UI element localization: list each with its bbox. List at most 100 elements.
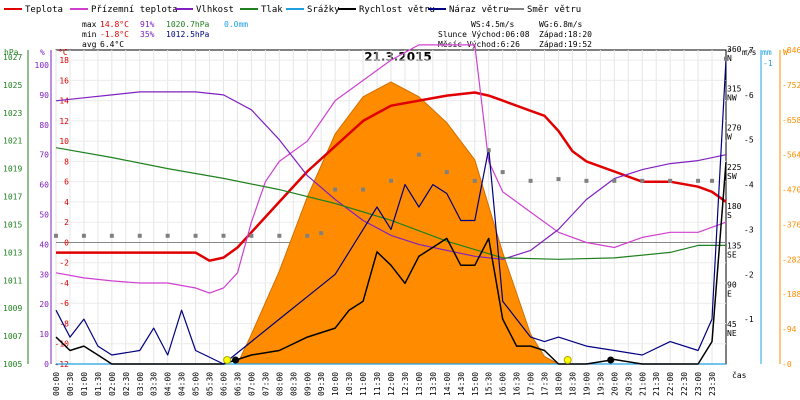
x-tick-label: 01:00 bbox=[80, 372, 89, 396]
series-smer-vetru-point bbox=[696, 178, 701, 183]
w-tick-label: -846 bbox=[782, 46, 800, 55]
x-tick-label: 20:00 bbox=[610, 372, 619, 396]
series-smer-vetru-point bbox=[361, 187, 366, 192]
x-tick-label: 05:00 bbox=[192, 372, 201, 396]
celsius-tick-label: 2 bbox=[64, 218, 69, 227]
series-smer-vetru-point bbox=[193, 233, 198, 238]
wind-block: WS:4.5m/s WG:6.8m/s Slunce Východ:06:08 … bbox=[438, 20, 592, 49]
direction-compass-label: SW bbox=[727, 172, 737, 181]
celsius-tick-label: -6 bbox=[59, 299, 69, 308]
legend-item-prizemni: Přízemní teplota bbox=[70, 5, 178, 15]
svg-text:Vlhkost: Vlhkost bbox=[196, 5, 234, 15]
series-smer-vetru-point bbox=[109, 233, 114, 238]
celsius-tick-label: -2 bbox=[59, 259, 69, 268]
ms-tick-label: -4 bbox=[744, 181, 754, 190]
series-smer-vetru-point bbox=[612, 178, 617, 183]
x-tick-label: 02:00 bbox=[108, 372, 117, 396]
legend-item-teplota: Teplota bbox=[4, 5, 63, 15]
direction-compass-label: N bbox=[727, 54, 732, 63]
axis-label-mm: mm bbox=[762, 48, 772, 57]
series-smer-vetru-point bbox=[137, 233, 142, 238]
x-tick-label: 02:30 bbox=[122, 372, 131, 396]
stats-avg-temp: 6.4°C bbox=[100, 40, 124, 49]
series-smer-vetru-point bbox=[724, 56, 728, 61]
series-smer-vetru-point bbox=[584, 178, 589, 183]
direction-compass-label: SE bbox=[727, 250, 737, 259]
ms-tick-label: -6 bbox=[744, 91, 754, 100]
x-tick-label: 07:30 bbox=[261, 372, 270, 396]
series-smer-vetru-point bbox=[668, 178, 673, 183]
series-smer-vetru-point bbox=[221, 233, 226, 238]
legend-item-naraz: Náraz větru bbox=[428, 5, 509, 15]
sun-set: Západ:18:20 bbox=[539, 30, 592, 39]
x-tick-label: 03:00 bbox=[136, 372, 145, 396]
x-tick-label: 12:00 bbox=[387, 372, 396, 396]
direction-tick-label: 90 bbox=[727, 281, 737, 290]
x-tick-label: 13:30 bbox=[429, 372, 438, 396]
w-tick-label: -376 bbox=[782, 220, 800, 229]
w-tick-label: -188 bbox=[782, 290, 800, 299]
x-tick-label: 21:00 bbox=[638, 372, 647, 396]
stats-min-label: min bbox=[82, 30, 97, 39]
w-tick-label: -0 bbox=[782, 360, 792, 369]
celsius-tick-label: 14 bbox=[59, 97, 69, 106]
x-tick-label: 23:30 bbox=[708, 372, 717, 396]
legend-item-tlak: Tlak bbox=[240, 5, 283, 15]
chart-title: 21.3.2015 bbox=[364, 50, 432, 64]
stats-max-hum: 91% bbox=[140, 20, 155, 29]
stats-avg-label: avg bbox=[82, 40, 97, 49]
svg-text:Tlak: Tlak bbox=[261, 5, 283, 15]
hpa-tick-label: 1019 bbox=[3, 165, 22, 174]
axis-label-hpa: hPa bbox=[4, 48, 19, 57]
percent-tick-label: 50 bbox=[39, 210, 49, 219]
legend-item-srazky: Srážky bbox=[286, 5, 340, 15]
ms-tick-label: -5 bbox=[744, 136, 754, 145]
series-rychlost-vetru-line bbox=[55, 162, 727, 365]
x-tick-label: 06:30 bbox=[233, 372, 242, 396]
direction-tick-label: 360 bbox=[727, 45, 742, 54]
w-tick-label: -470 bbox=[782, 186, 800, 195]
series-smer-vetru-point bbox=[416, 152, 421, 157]
w-tick-label: -564 bbox=[782, 151, 800, 160]
legend: Teplota Přízemní teplota Vlhkost Tlak Sr… bbox=[4, 5, 581, 15]
percent-tick-label: 40 bbox=[39, 240, 49, 249]
x-tick-label: 22:00 bbox=[666, 372, 675, 396]
hpa-tick-label: 1013 bbox=[3, 248, 22, 257]
x-tick-label: 15:30 bbox=[485, 372, 494, 396]
series-smer-vetru-point bbox=[333, 187, 338, 192]
celsius-tick-label: -8 bbox=[59, 319, 69, 328]
hpa-tick-label: 1009 bbox=[3, 304, 22, 313]
hpa-tick-label: 1005 bbox=[3, 360, 22, 369]
direction-compass-label: S bbox=[727, 211, 732, 220]
percent-tick-label: 10 bbox=[39, 330, 49, 339]
stats-max-temp: 14.8°C bbox=[100, 20, 129, 29]
direction-compass-label: NE bbox=[727, 329, 737, 338]
ms-tick-label: -3 bbox=[744, 225, 754, 234]
hpa-tick-label: 1027 bbox=[3, 53, 22, 62]
series-smer-vetru-point bbox=[444, 170, 449, 175]
x-tick-label: 00:00 bbox=[52, 372, 61, 396]
w-tick-label: -752 bbox=[782, 81, 800, 90]
x-tick-label: 18:00 bbox=[555, 372, 564, 396]
series-prizemni-teplota-line bbox=[55, 44, 727, 294]
direction-compass-label: NW bbox=[727, 93, 737, 102]
w-tick-label: -94 bbox=[782, 325, 797, 334]
direction-tick-label: 135 bbox=[727, 241, 742, 250]
x-axis-label: čas bbox=[732, 370, 747, 380]
axis-label-ms: m/s bbox=[742, 48, 757, 57]
celsius-tick-label: 10 bbox=[59, 137, 69, 146]
sun-set-marker bbox=[563, 356, 572, 364]
axis-label-w: W bbox=[783, 48, 788, 57]
stats-max-press: 1020.7hPa bbox=[166, 20, 210, 29]
x-tick-label: 13:00 bbox=[415, 372, 424, 396]
x-tick-label: 23:00 bbox=[694, 372, 703, 396]
series-smer-vetru-point bbox=[486, 148, 491, 153]
series-tlak-line bbox=[55, 147, 726, 260]
x-tick-label: 00:30 bbox=[66, 372, 75, 396]
series-smer-vetru-point bbox=[319, 231, 324, 236]
celsius-tick-label: 6 bbox=[64, 178, 69, 187]
wind-speed: WS:4.5m/s bbox=[471, 20, 515, 29]
ms-tick-label: -2 bbox=[744, 270, 754, 279]
